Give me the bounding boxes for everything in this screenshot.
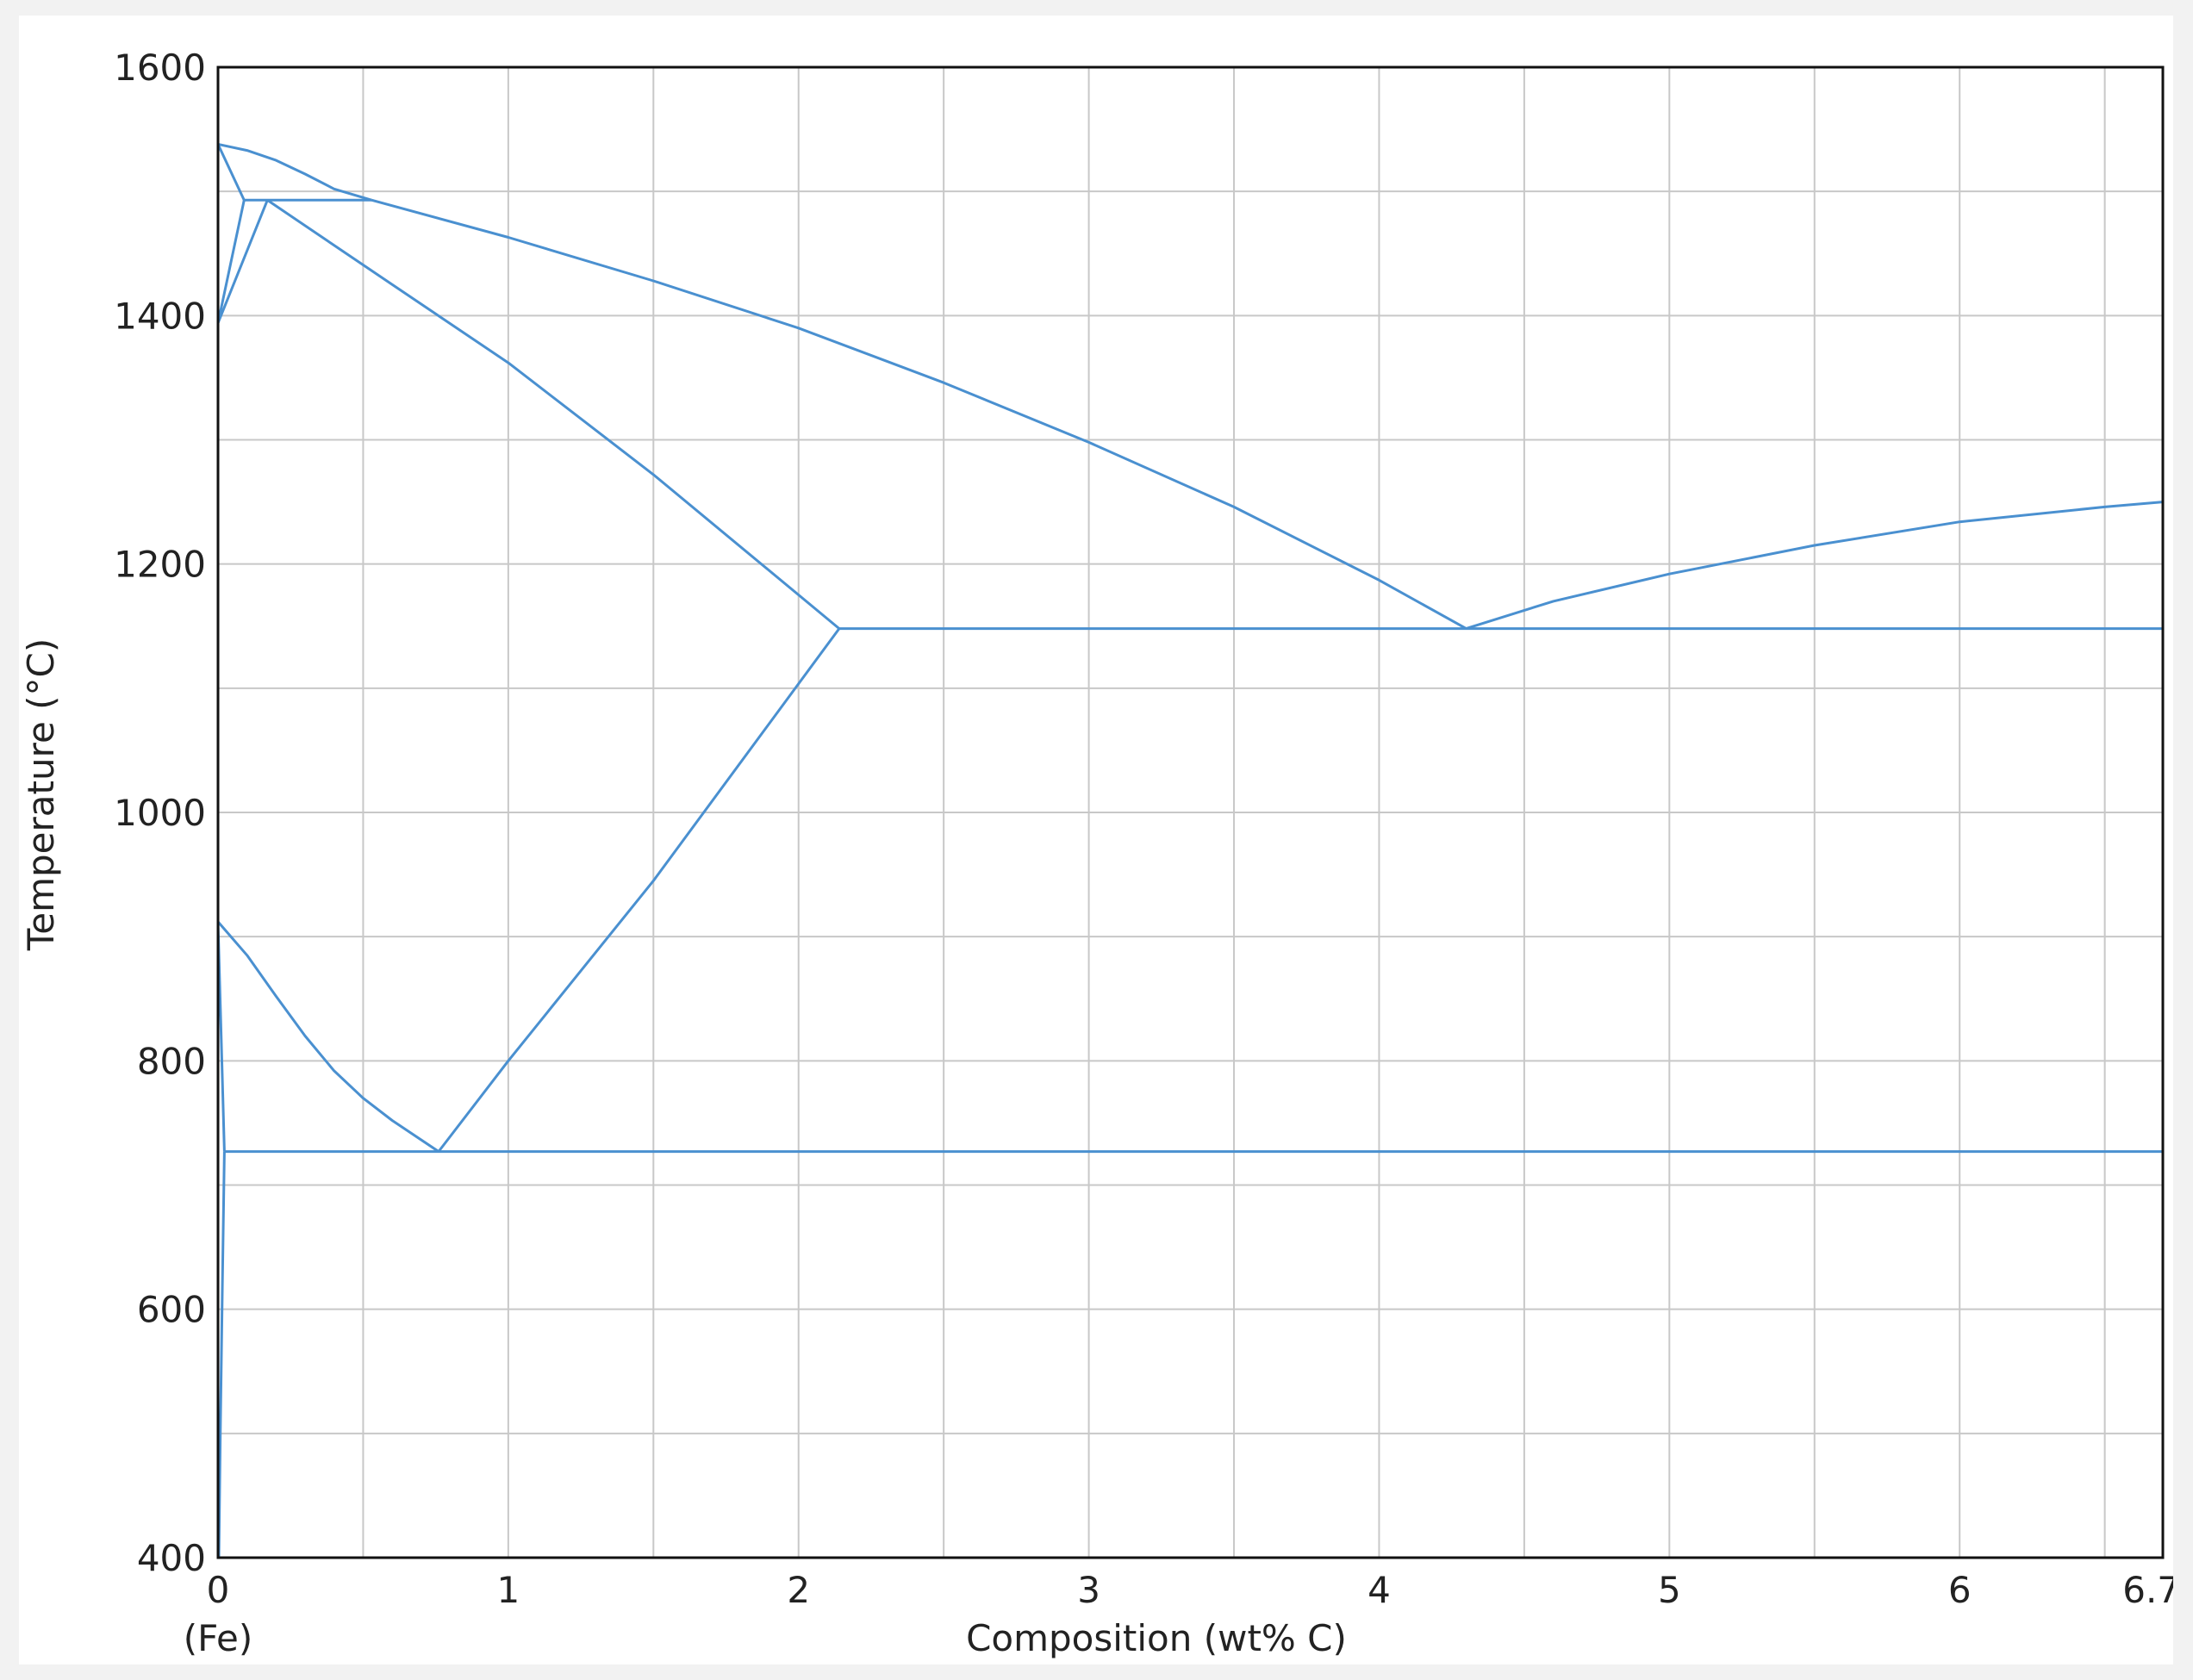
x-tick-label: 1	[496, 1569, 520, 1611]
series-acm-line	[437, 627, 841, 1153]
grid	[218, 67, 2163, 1558]
y-tick-labels: 400 600 800 1000 1200 1400 1600	[114, 47, 206, 1579]
x-tick-label: 2	[787, 1569, 810, 1611]
series-a3-line	[216, 920, 439, 1153]
y-tick-label: 1200	[114, 544, 206, 586]
y-tick-label: 600	[137, 1289, 206, 1331]
y-tick-label: 400	[137, 1537, 206, 1579]
series-alpha-solvus	[217, 1151, 226, 1559]
x-tick-label: 0	[207, 1569, 230, 1611]
y-tick-label: 1600	[114, 47, 206, 89]
series-layer	[216, 142, 2164, 1559]
series-delta-gamma-lower	[216, 199, 269, 324]
phase-diagram-chart: 0 1 2 3 4 5 6 6.70 400 600 800 1000 1200 1400 1600 (F…	[20, 47, 2173, 1659]
series-cementite-liquidus	[1466, 501, 2164, 631]
series-delta-liquidus	[217, 142, 372, 202]
y-tick-label: 1000	[114, 792, 206, 834]
x-tick-label: 4	[1368, 1569, 1391, 1611]
series-gamma-liquidus	[371, 198, 1467, 630]
x-origin-note: (Fe)	[184, 1617, 252, 1659]
chart-container: 0 1 2 3 4 5 6 6.70 400 600 800 1000 1200 1400 1600 (F…	[19, 16, 2173, 1664]
x-tick-label: 6	[1948, 1569, 1972, 1611]
x-tick-label: 5	[1658, 1569, 1681, 1611]
x-tick-label: 6.70	[2122, 1569, 2173, 1611]
plot-frame	[216, 65, 2165, 1559]
x-tick-label: 3	[1077, 1569, 1100, 1611]
series-delta-solidus	[216, 143, 246, 201]
series-delta-gamma-upper	[216, 199, 246, 324]
y-tick-label: 800	[137, 1040, 206, 1082]
x-tick-labels: 0 1 2 3 4 5 6 6.70	[207, 1569, 2173, 1611]
x-axis-label: Composition (wt% C)	[966, 1617, 1347, 1659]
y-tick-label: 1400	[114, 295, 206, 337]
y-axis-label: Temperature (°C)	[20, 638, 62, 952]
series-gamma-solidus	[266, 199, 840, 630]
